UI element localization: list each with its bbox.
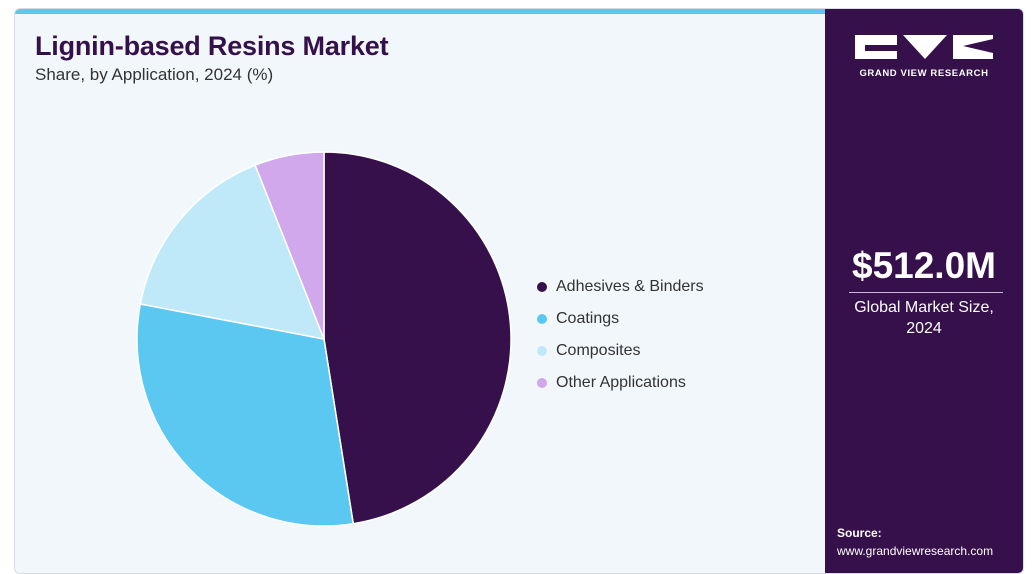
source-link[interactable]: www.grandviewresearch.com bbox=[837, 544, 994, 558]
legend-label: Composites bbox=[556, 342, 641, 359]
caption-line: 2024 bbox=[906, 320, 942, 337]
caption-line: Global Market Size, bbox=[854, 299, 994, 316]
legend-dot-icon bbox=[537, 346, 547, 356]
slice-coatings bbox=[136, 303, 355, 527]
accent-bar bbox=[15, 9, 825, 14]
gvr-logo-icon bbox=[855, 35, 993, 59]
legend-label: Adhesives & Binders bbox=[556, 278, 704, 295]
legend-dot-icon bbox=[537, 282, 547, 292]
slice-adhesives bbox=[323, 151, 512, 525]
legend-item-coatings: Coatings bbox=[537, 303, 704, 335]
legend-item-composites: Composites bbox=[537, 335, 704, 367]
legend-label: Other Applications bbox=[556, 374, 686, 391]
chart-title: Lignin-based Resins Market bbox=[35, 31, 389, 61]
report-card: Lignin-based Resins Market Share, by App… bbox=[14, 8, 1024, 574]
logo-wordmark: GRAND VIEW RESEARCH bbox=[859, 68, 989, 79]
legend-item-other: Other Applications bbox=[537, 367, 704, 399]
market-size-value: $512.0M bbox=[852, 245, 996, 286]
slice-composites bbox=[139, 164, 326, 340]
chart-subtitle: Share, by Application, 2024 (%) bbox=[35, 65, 274, 84]
legend-item-adhesives: Adhesives & Binders bbox=[537, 271, 704, 303]
divider bbox=[849, 292, 1003, 293]
legend-dot-icon bbox=[537, 314, 547, 324]
slice-other bbox=[254, 151, 325, 340]
legend-dot-icon bbox=[537, 378, 547, 388]
chart-panel: Lignin-based Resins Market Share, by App… bbox=[15, 9, 825, 573]
market-size-caption: Global Market Size, 2024 bbox=[825, 297, 1023, 339]
source-label: Source: bbox=[837, 526, 882, 540]
chart-legend: Adhesives & Binders Coatings Composites … bbox=[537, 271, 704, 399]
legend-label: Coatings bbox=[556, 310, 620, 327]
summary-sidebar: GRAND VIEW RESEARCH $512.0M Global Marke… bbox=[825, 9, 1023, 573]
pie-chart bbox=[136, 151, 512, 527]
